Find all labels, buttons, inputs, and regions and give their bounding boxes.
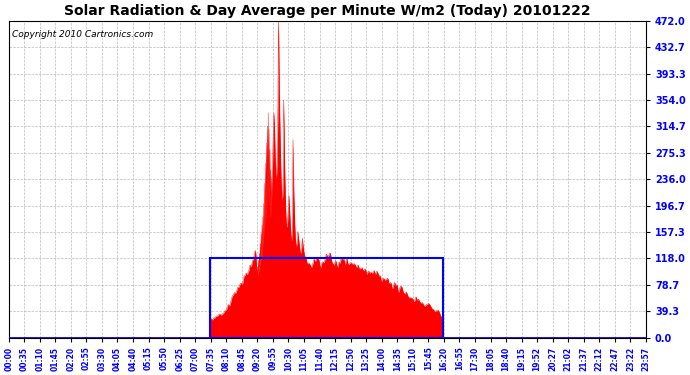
Bar (210, 258, 443, 338)
Title: Solar Radiation & Day Average per Minute W/m2 (Today) 20101222: Solar Radiation & Day Average per Minute… (64, 4, 591, 18)
Text: Copyright 2010 Cartronics.com: Copyright 2010 Cartronics.com (12, 30, 153, 39)
